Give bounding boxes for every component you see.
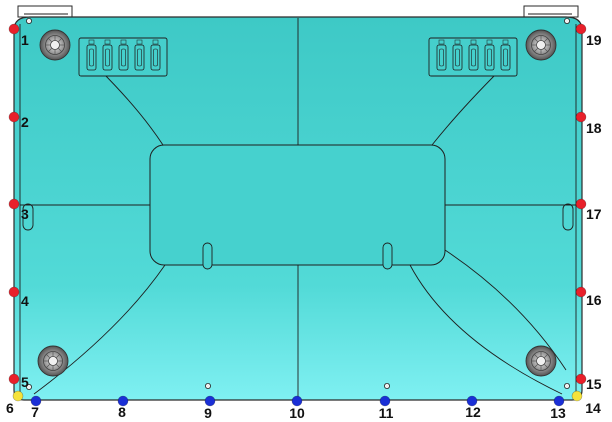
measurement-point-2: 2 bbox=[8, 111, 29, 130]
cover-slot-left bbox=[202, 242, 213, 270]
point-marker-9 bbox=[204, 395, 216, 407]
panel-ribs bbox=[20, 18, 576, 398]
rubber-foot-bottom-right bbox=[525, 345, 557, 377]
point-label-9: 9 bbox=[204, 405, 212, 421]
measurement-point-19: 19 bbox=[575, 23, 602, 48]
point-label-19: 19 bbox=[586, 32, 602, 48]
point-label-7: 7 bbox=[31, 404, 39, 420]
point-label-1: 1 bbox=[21, 32, 29, 48]
point-label-14: 14 bbox=[585, 400, 601, 416]
point-label-3: 3 bbox=[21, 206, 29, 222]
point-marker-11 bbox=[379, 395, 391, 407]
measurement-point-17: 17 bbox=[575, 198, 602, 222]
point-label-6: 6 bbox=[6, 400, 14, 416]
point-marker-19 bbox=[575, 23, 587, 35]
point-marker-8 bbox=[117, 395, 129, 407]
measurement-point-12: 12 bbox=[465, 395, 481, 420]
measurement-point-5: 5 bbox=[8, 373, 29, 390]
point-marker-15 bbox=[575, 373, 587, 385]
point-label-4: 4 bbox=[21, 293, 29, 309]
measurement-point-7: 7 bbox=[30, 395, 42, 420]
measurement-point-13: 13 bbox=[550, 395, 566, 421]
vent-grille-left bbox=[78, 37, 168, 77]
measurement-point-18: 18 bbox=[575, 111, 602, 136]
point-label-13: 13 bbox=[550, 405, 566, 421]
point-label-5: 5 bbox=[21, 374, 29, 390]
hinge-tab-left bbox=[17, 5, 73, 18]
measurement-point-16: 16 bbox=[575, 286, 602, 308]
point-label-18: 18 bbox=[586, 120, 602, 136]
point-marker-6 bbox=[12, 390, 24, 402]
point-marker-2 bbox=[8, 111, 20, 123]
measurement-point-3: 3 bbox=[8, 198, 29, 222]
point-marker-4 bbox=[8, 286, 20, 298]
point-label-11: 11 bbox=[379, 405, 394, 421]
point-marker-18 bbox=[575, 111, 587, 123]
point-label-12: 12 bbox=[465, 404, 481, 420]
side-slot-right bbox=[562, 203, 574, 231]
measurement-point-8: 8 bbox=[117, 395, 129, 420]
point-marker-7 bbox=[30, 395, 42, 407]
measurement-point-14: 14 bbox=[571, 390, 601, 416]
measurement-point-9: 9 bbox=[204, 395, 216, 421]
point-label-16: 16 bbox=[586, 292, 602, 308]
point-marker-14 bbox=[571, 390, 583, 402]
rubber-foot-bottom-left bbox=[37, 345, 69, 377]
point-marker-12 bbox=[466, 395, 478, 407]
access-cover bbox=[149, 144, 446, 266]
point-marker-16 bbox=[575, 286, 587, 298]
screw-holes bbox=[25, 17, 571, 390]
hinge-tab-right bbox=[523, 5, 579, 18]
rubber-foot-top-right bbox=[525, 29, 557, 61]
measurement-point-10: 10 bbox=[289, 395, 305, 421]
point-marker-13 bbox=[553, 395, 565, 407]
point-label-2: 2 bbox=[21, 114, 29, 130]
point-label-10: 10 bbox=[289, 405, 305, 421]
measurement-point-15: 15 bbox=[575, 373, 602, 392]
measurement-point-6: 6 bbox=[6, 390, 24, 416]
point-label-17: 17 bbox=[586, 206, 602, 222]
point-label-8: 8 bbox=[118, 404, 126, 420]
measurement-point-4: 4 bbox=[8, 286, 29, 309]
side-slot-left bbox=[22, 203, 34, 231]
point-marker-3 bbox=[8, 198, 20, 210]
measurement-point-11: 11 bbox=[379, 395, 394, 421]
measurement-point-1: 1 bbox=[8, 23, 29, 48]
point-marker-17 bbox=[575, 198, 587, 210]
cover-slot-right bbox=[382, 242, 393, 270]
vent-grille-right bbox=[428, 37, 518, 77]
point-label-15: 15 bbox=[586, 376, 602, 392]
point-marker-5 bbox=[8, 373, 20, 385]
point-marker-1 bbox=[8, 23, 20, 35]
rubber-foot-top-left bbox=[39, 29, 71, 61]
point-marker-10 bbox=[291, 395, 303, 407]
